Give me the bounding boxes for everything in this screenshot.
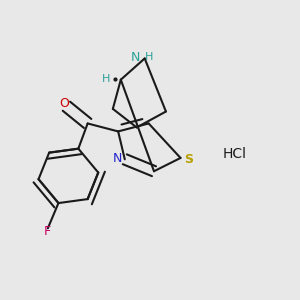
Text: O: O — [59, 97, 69, 110]
Text: S: S — [184, 153, 193, 166]
Text: H: H — [145, 52, 154, 62]
Text: N: N — [113, 152, 122, 165]
Text: F: F — [44, 225, 51, 238]
Text: N: N — [131, 51, 140, 64]
Text: HCl: HCl — [223, 147, 247, 161]
Text: H: H — [102, 74, 110, 84]
